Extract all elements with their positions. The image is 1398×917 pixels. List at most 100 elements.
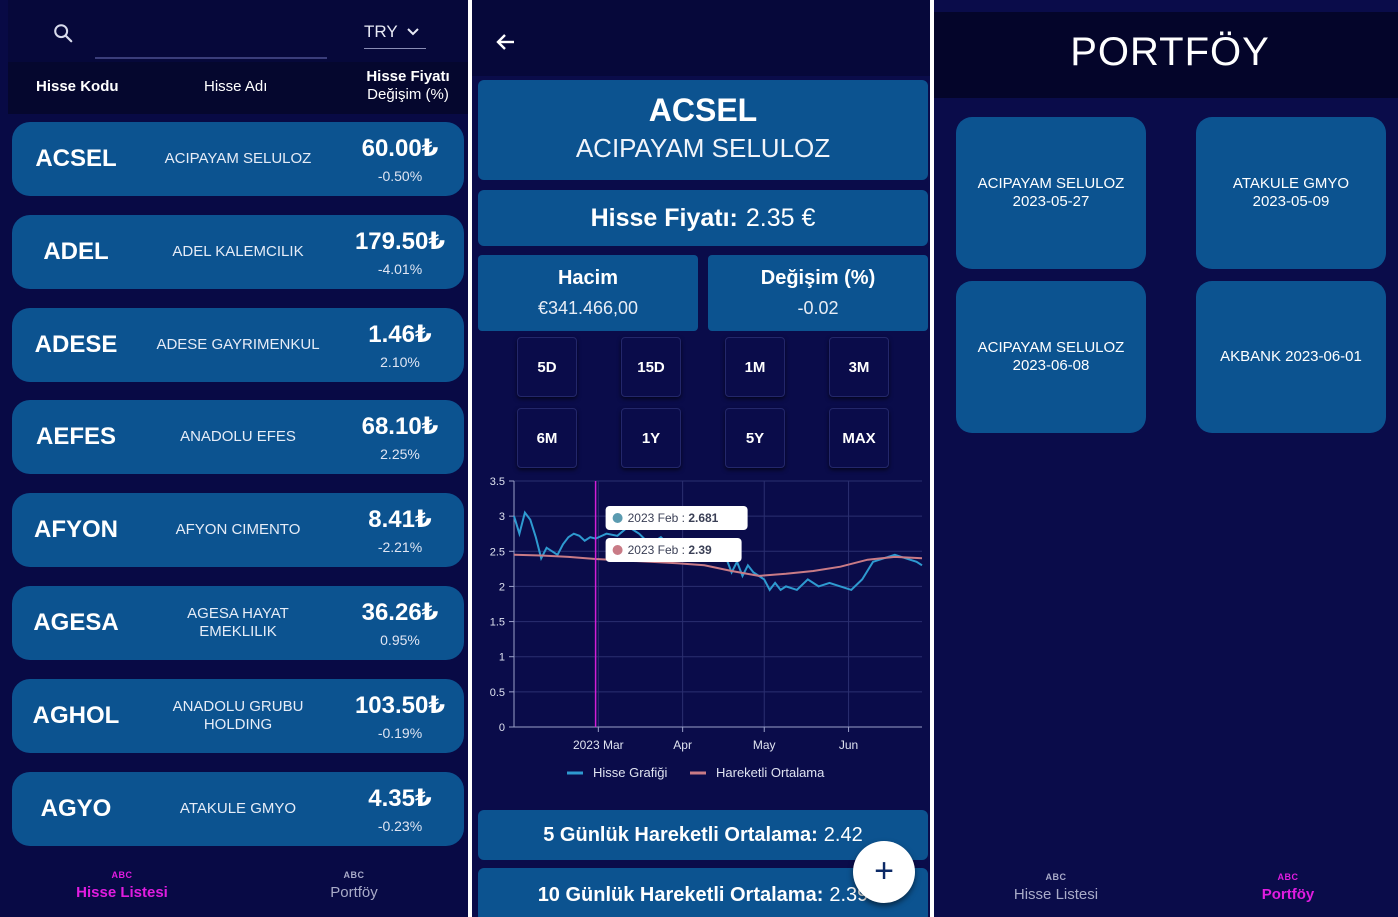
stock-row-price: 60.00₺ [361, 135, 439, 162]
range-button-1y[interactable]: 1Y [621, 408, 681, 468]
range-button-15d[interactable]: 15D [621, 337, 681, 397]
stock-code: ACSEL [648, 92, 758, 128]
chart-y-tick-label: 0 [499, 722, 505, 734]
stock-row[interactable]: AFYON AFYON CIMENTO 8.41₺ -2.21% [12, 493, 464, 568]
portfolio-header [934, 12, 1398, 98]
nav-list-label: Hisse Listesi [76, 884, 168, 901]
change-value: -0.02 [797, 298, 839, 318]
stock-row-change: -0.19% [377, 724, 423, 741]
chart-x-tick-label: Jun [839, 738, 858, 752]
chart-y-tick-label: 3 [499, 511, 505, 523]
stock-row-name: ADEL KALEMCILIK [172, 242, 304, 260]
header-name: Hisse Adı [204, 78, 268, 95]
stock-row-code: AGYO [40, 794, 112, 822]
currency-select[interactable]: TRY [364, 22, 398, 41]
chart-tooltip-dot [612, 513, 623, 523]
stock-row-name: ATAKULE GMYO [179, 799, 297, 817]
chart-tooltip-value: 2.39 [688, 543, 712, 557]
stock-price-label: Hisse Fiyatı: [590, 203, 738, 232]
chart-y-tick-label: 0.5 [490, 687, 505, 699]
chart-x-tick-label: 2023 Mar [573, 738, 624, 752]
range-button-6m[interactable]: 6M [517, 408, 577, 468]
chart-series-line-1 [513, 553, 923, 577]
range-button-5y[interactable]: 5Y [725, 408, 785, 468]
stock-row-change: -2.21% [377, 539, 423, 556]
chart-tooltip-label: 2023 Feb : [628, 543, 689, 557]
portfolio-item[interactable]: ACIPAYAM SELULOZ 2023-05-27 [956, 117, 1146, 269]
chart-tooltip-label: 2023 Feb : [628, 511, 689, 525]
chart-tooltip-box [605, 538, 742, 562]
nav-stock-list[interactable]: ABC Hisse Listesi [62, 870, 182, 901]
range-button-max[interactable]: MAX [829, 408, 889, 468]
stock-table-header: Hisse Kodu Hisse Adı Hisse Fiyatı Değişi… [8, 62, 468, 114]
chart-x-tick-label: Apr [673, 738, 692, 752]
range-button-3m[interactable]: 3M [829, 337, 889, 397]
stock-row[interactable]: ADESE ADESE GAYRIMENKUL 1.46₺ 2.10% [12, 307, 464, 382]
search-icon[interactable] [52, 22, 74, 44]
portfolio-item-date: 2023-05-27 [1012, 193, 1090, 210]
chevron-down-icon[interactable] [405, 24, 421, 40]
stock-row-name: AFYON CIMENTO [175, 521, 301, 539]
nav-list-label: Hisse Listesi [1013, 886, 1099, 903]
chart-legend-label: Hareketli Ortalama [716, 765, 825, 780]
nav-portfolio-label: Portföy [1261, 886, 1315, 903]
stock-row-price: 68.10₺ [361, 413, 439, 441]
stock-row-price: 36.26₺ [361, 599, 439, 626]
portfolio-item-title: ACIPAYAM SELULOZ [977, 175, 1125, 192]
nav-portfolio[interactable]: ABC Portföy [1234, 872, 1342, 903]
nav-portfolio-icon: ABC [1277, 872, 1299, 882]
stock-row[interactable]: AGYO ATAKULE GMYO 4.35₺ -0.23% [12, 771, 464, 846]
nav-portfolio-icon: ABC [343, 870, 365, 880]
stock-row[interactable]: AEFES ANADOLU EFES 68.10₺ 2.25% [12, 400, 464, 475]
stock-row-price: 1.46₺ [368, 320, 432, 348]
stock-row-change: 0.95% [380, 632, 420, 648]
portfolio-item[interactable]: ACIPAYAM SELULOZ 2023-06-08 [956, 281, 1146, 433]
stock-row-price: 4.35₺ [368, 784, 432, 812]
ma5-label: 5 Günlük Hareketli Ortalama: [543, 823, 818, 846]
portfolio-item[interactable]: AKBANK 2023-06-01 [1196, 281, 1386, 433]
stock-row-name: AGESA HAYAT EMEKLILIK [187, 605, 289, 640]
change-label: Değişim (%) [760, 267, 876, 289]
stock-row[interactable]: ADEL ADEL KALEMCILIK 179.50₺ -4.01% [12, 214, 464, 289]
chart-y-tick-label: 3.5 [490, 476, 505, 488]
range-button-1m[interactable]: 1M [725, 337, 785, 397]
stock-row[interactable]: AGESA AGESA HAYAT EMEKLILIK 36.26₺ 0.95% [12, 586, 464, 660]
portfolio-item-date: 2023-05-09 [1252, 193, 1330, 210]
stock-row-code: AGHOL [32, 701, 120, 729]
portfolio-title: PORTFÖY [1070, 30, 1270, 74]
portfolio-screen: PORTFÖY ACIPAYAM SELULOZ 2023-05-27 ATAKUL… [934, 0, 1398, 917]
back-arrow-icon[interactable] [494, 30, 518, 54]
range-button-5d[interactable]: 5D [517, 337, 577, 397]
chart-tooltip: 2023 Feb : 2.39 [605, 538, 742, 562]
stock-row[interactable]: ACSEL ACIPAYAM SELULOZ 60.00₺ -0.50% [12, 122, 464, 196]
stock-row-change: 2.10% [380, 353, 420, 370]
portfolio-item-title: ACIPAYAM SELULOZ [977, 339, 1125, 356]
ma10-label: 10 Günlük Hareketli Ortalama: [537, 883, 824, 906]
ma5-value: 2.42 [823, 823, 863, 846]
chart-y-tick-label: 2.5 [490, 546, 505, 558]
stock-row-price: 103.50₺ [354, 691, 446, 719]
header-code: Hisse Kodu [36, 78, 119, 95]
add-to-portfolio-button[interactable]: + [853, 841, 915, 903]
stock-row-code: ACSEL [35, 145, 117, 172]
chart-tooltip-box [605, 506, 748, 530]
nav-list-icon: ABC [1045, 872, 1067, 882]
stock-title-card: ACSEL ACIPAYAM SELULOZ [478, 80, 928, 180]
nav-portfolio[interactable]: ABC Portföy [300, 870, 408, 901]
chart-y-tick-label: 1 [499, 652, 505, 664]
change-card: Değişim (%) -0.02 [708, 255, 928, 331]
header-change-label: Değişim (%) [367, 86, 449, 103]
portfolio-item[interactable]: ATAKULE GMYO 2023-05-09 [1196, 117, 1386, 269]
stock-row-change: -4.01% [377, 260, 423, 277]
chart-tooltip-dot [612, 545, 623, 555]
stock-row-name: ACIPAYAM SELULOZ [164, 150, 312, 167]
chart-tooltip-text: 2023 Feb : 2.681 [628, 511, 719, 525]
volume-card: Hacim €341.466,00 [478, 255, 698, 331]
search-divider [95, 57, 327, 59]
header-price-label: Hisse Fiyatı [366, 68, 450, 85]
nav-stock-list[interactable]: ABC Hisse Listesi [996, 872, 1116, 903]
chart-tooltip-value: 2.681 [688, 511, 718, 525]
price-chart: 0 0.5 1 1.5 2 2.5 3 3.5 2023 Mar Apr May Jun 2023 Fe… [472, 470, 930, 800]
stock-row[interactable]: AGHOL ANADOLU GRUBU HOLDING 103.50₺ -0.19% [12, 678, 464, 753]
chart-tooltip-text: 2023 Feb : 2.39 [628, 543, 712, 557]
